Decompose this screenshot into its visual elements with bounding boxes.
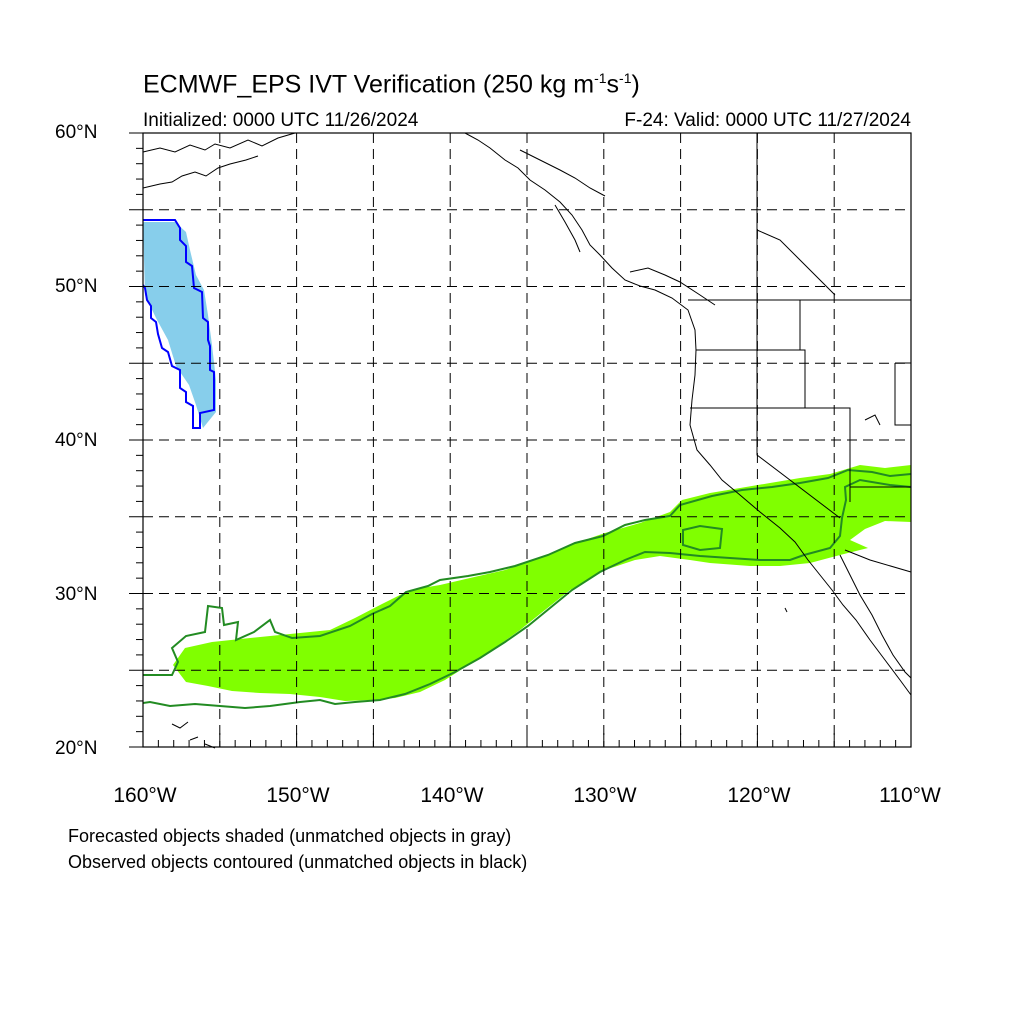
valid-time-label: F-24: Valid: 0000 UTC 11/27/2024 (624, 110, 911, 131)
lon-label-140w: 140°W (420, 784, 484, 807)
lat-label-50: 50°N (55, 276, 98, 297)
lon-label-160w: 160°W (113, 784, 177, 807)
forecast-object-north (143, 222, 216, 428)
lat-label-40: 40°N (55, 430, 98, 451)
lon-label-150w: 150°W (266, 784, 330, 807)
observed-contour-south (143, 468, 911, 710)
axis-ticks (129, 132, 912, 748)
init-time-label: Initialized: 0000 UTC 11/26/2024 (143, 110, 419, 131)
lat-label-30: 30°N (55, 584, 98, 605)
lat-label-20: 20°N (55, 738, 98, 759)
observed-contour-north (143, 219, 215, 429)
lon-label-120w: 120°W (727, 784, 791, 807)
chart-title: ECMWF_EPS IVT Verification (250 kg m-1s-… (143, 70, 640, 99)
grid-lines (143, 133, 911, 747)
forecast-object-south (173, 465, 911, 701)
legend-observed-note: Observed objects contoured (unmatched ob… (68, 852, 528, 872)
lon-label-130w: 130°W (573, 784, 637, 807)
lon-label-110w: 110°W (879, 784, 941, 807)
lat-label-60: 60°N (55, 122, 98, 143)
state-borders (688, 133, 912, 573)
legend-forecast-note: Forecasted objects shaded (unmatched obj… (68, 826, 512, 846)
